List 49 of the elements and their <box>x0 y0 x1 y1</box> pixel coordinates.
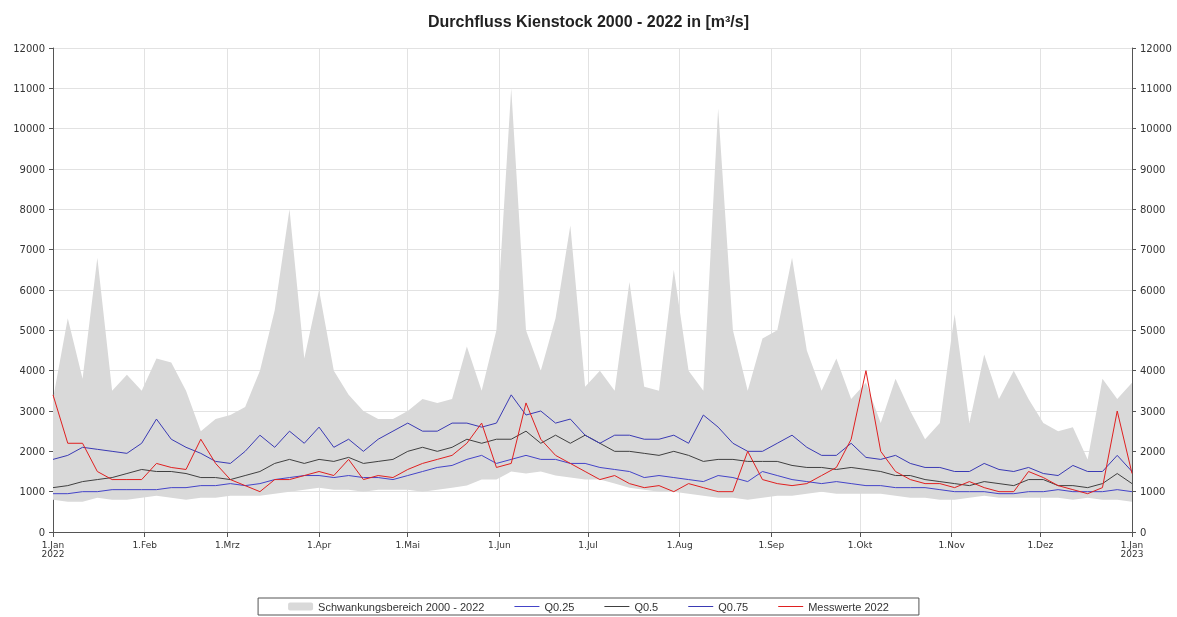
y-tick-label: 2000 <box>19 445 45 457</box>
x-tick-label: 1.Mrz <box>215 539 241 550</box>
line-series <box>52 430 1133 489</box>
x-tick-label: 1.Aug <box>666 539 693 550</box>
y-tick-label: 1000 <box>19 486 45 498</box>
y2-tick-label: 7000 <box>1140 244 1166 256</box>
y-tick-label: 11000 <box>13 82 45 94</box>
legend-label: Q0.75 <box>718 600 749 613</box>
y2-tick-label: 1000 <box>1140 486 1166 498</box>
x-tick-label: 1.Feb <box>132 539 158 550</box>
y2-tick-label: 11000 <box>1140 82 1172 94</box>
y-tick-label: 9000 <box>19 163 45 175</box>
legend-label: Messwerte 2022 <box>808 600 889 613</box>
y2-tick-label: 2000 <box>1140 445 1166 457</box>
y-tick-label: 3000 <box>19 405 45 417</box>
y-tick-label: 8000 <box>19 203 45 215</box>
y2-tick-label: 5000 <box>1140 324 1166 336</box>
x-tick-label: 1.Apr <box>306 539 332 550</box>
line-series <box>52 394 1133 477</box>
y-tick-label: 6000 <box>19 284 45 296</box>
y2-tick-label: 3000 <box>1140 405 1166 417</box>
legend-label: Q0.5 <box>634 600 659 613</box>
y2-tick-label: 9000 <box>1140 163 1166 175</box>
x-tick-label: 1.Jan 2023 <box>1120 539 1144 559</box>
x-tick-label: 1.Sep <box>758 539 785 550</box>
legend-label: Schwankungsbereich 2000 - 2022 <box>318 600 485 613</box>
x-tick-label: 1.Jul <box>578 539 598 550</box>
y-tick-label: 0 <box>38 526 45 538</box>
x-tick-label: 1.Mai <box>395 539 420 550</box>
x-tick-label: 1.Dez <box>1027 539 1054 550</box>
chart-title: Durchfluss Kienstock 2000 - 2022 in [m³/s] <box>428 12 749 30</box>
y-tick-label: 4000 <box>19 365 45 377</box>
line-series <box>52 454 1133 495</box>
y-tick-label: 10000 <box>13 123 45 135</box>
legend-label: Q0.25 <box>544 600 575 613</box>
y2-tick-label: 6000 <box>1140 284 1166 296</box>
line-series <box>52 370 1133 495</box>
x-tick-label: 1.Nov <box>938 539 966 550</box>
y-tick-label: 12000 <box>13 42 45 54</box>
y2-tick-label: 0 <box>1140 526 1147 538</box>
x-tick-label: 1.Jun <box>488 539 511 550</box>
y2-tick-label: 10000 <box>1140 123 1172 135</box>
y2-tick-label: 4000 <box>1140 365 1166 377</box>
y-tick-label: 5000 <box>19 324 45 336</box>
y2-tick-label: 8000 <box>1140 203 1166 215</box>
y2-tick-label: 12000 <box>1140 42 1172 54</box>
y-tick-label: 7000 <box>19 244 45 256</box>
x-tick-label: 1.Jan 2022 <box>41 539 65 559</box>
x-tick-label: 1.Okt <box>847 539 873 550</box>
